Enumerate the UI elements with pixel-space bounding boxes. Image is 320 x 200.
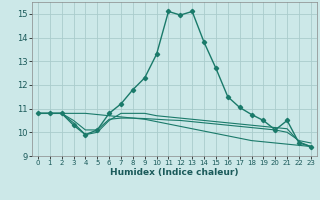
X-axis label: Humidex (Indice chaleur): Humidex (Indice chaleur) [110, 168, 239, 177]
